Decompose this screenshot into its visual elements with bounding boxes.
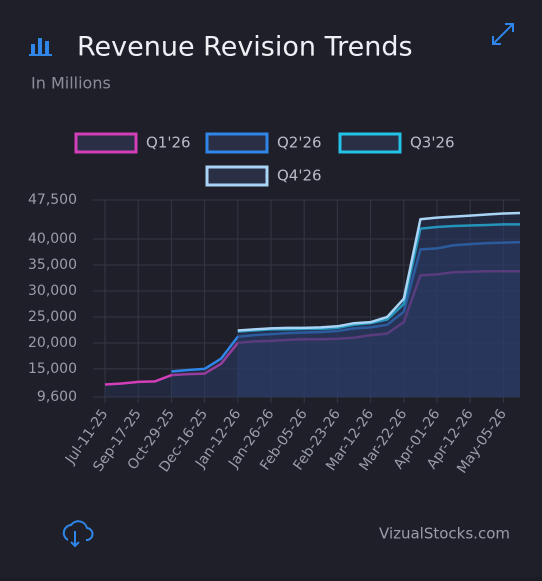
legend-swatch[interactable] — [205, 165, 269, 187]
series-area — [237, 212, 521, 397]
legend-swatch[interactable] — [205, 132, 269, 154]
legend-swatch[interactable] — [74, 132, 138, 154]
legend-label[interactable]: Q3'26 — [410, 134, 455, 152]
y-tick-label: 40,000 — [28, 231, 77, 247]
y-tick-label: 25,000 — [28, 309, 77, 325]
expand-icon[interactable] — [492, 23, 514, 45]
series-area — [171, 242, 520, 397]
legend-label[interactable]: Q1'26 — [146, 134, 191, 152]
y-tick-label: 15,000 — [28, 361, 77, 377]
y-tick-label: 47,500 — [28, 192, 77, 208]
legend-label[interactable]: Q4'26 — [277, 167, 322, 185]
y-tick-label: 20,000 — [28, 335, 77, 351]
series-line — [104, 269, 520, 386]
chart-title: Revenue Revision Trends — [77, 32, 413, 63]
series-line — [237, 211, 521, 332]
y-tick-label: 30,000 — [28, 283, 77, 299]
legend-swatch[interactable] — [338, 132, 402, 154]
series-line — [171, 240, 521, 373]
legend-label[interactable]: Q2'26 — [277, 134, 322, 152]
chart-icon — [29, 38, 52, 56]
series-line — [237, 223, 520, 333]
footer-brand: VizualStocks.com — [379, 525, 510, 543]
download-icon[interactable] — [62, 520, 94, 548]
series-area — [105, 271, 520, 397]
chart-subtitle: In Millions — [31, 74, 111, 93]
series-area — [237, 224, 521, 397]
y-tick-label: 35,000 — [28, 257, 77, 273]
y-tick-label: 9,600 — [37, 389, 77, 405]
